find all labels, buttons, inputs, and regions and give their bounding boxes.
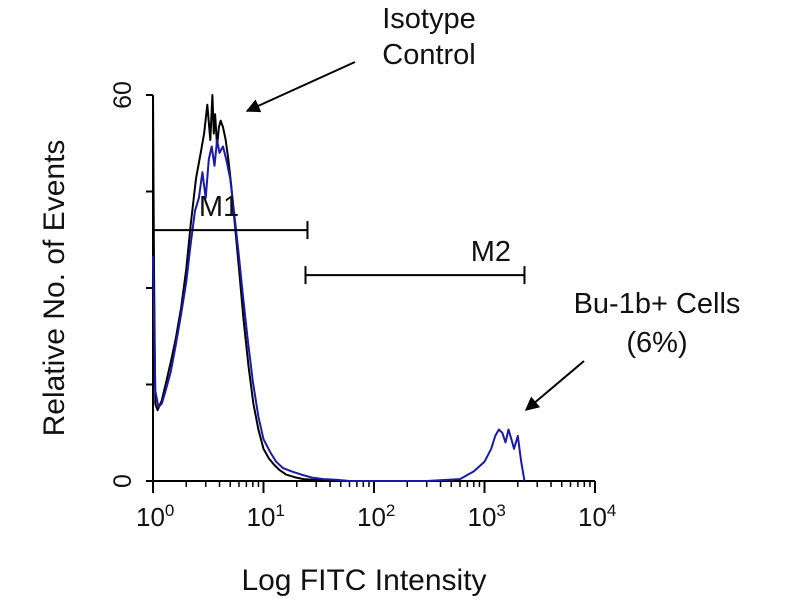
x-tick-label: 103	[468, 501, 506, 532]
x-ticks: 100 101 102 103 104	[136, 481, 616, 532]
x-axis-title: Log FITC Intensity	[241, 564, 486, 597]
bu1b-arrow	[524, 360, 585, 411]
y-ticks: 0 60	[109, 81, 153, 488]
x-tick-label: 102	[357, 501, 395, 532]
marker-m2-label: M2	[471, 236, 511, 268]
series-layer	[152, 94, 526, 482]
y-axis-title: Relative No. of Events	[38, 140, 71, 437]
bu1b-label-line1: Bu-1b+ Cells	[574, 288, 741, 320]
isotype-annotation: Isotype Control	[245, 3, 476, 113]
isotype-arrow	[245, 61, 356, 113]
x-tick-label: 104	[578, 501, 616, 532]
y-tick-label: 60	[109, 81, 137, 109]
y-tick-label: 0	[109, 474, 137, 488]
stained-series-line	[152, 139, 526, 482]
isotype-label-line2: Control	[382, 39, 476, 71]
marker-m1-label: M1	[199, 191, 239, 223]
x-tick-label: 101	[247, 501, 285, 532]
marker-layer: M1 M2	[152, 191, 526, 285]
bu1b-annotation: Bu-1b+ Cells (6%)	[524, 288, 741, 411]
isotype-label-line1: Isotype	[382, 3, 476, 35]
x-tick-label: 100	[136, 501, 174, 532]
bu1b-label-line2: (6%)	[626, 327, 687, 359]
control-series-line	[152, 94, 336, 482]
